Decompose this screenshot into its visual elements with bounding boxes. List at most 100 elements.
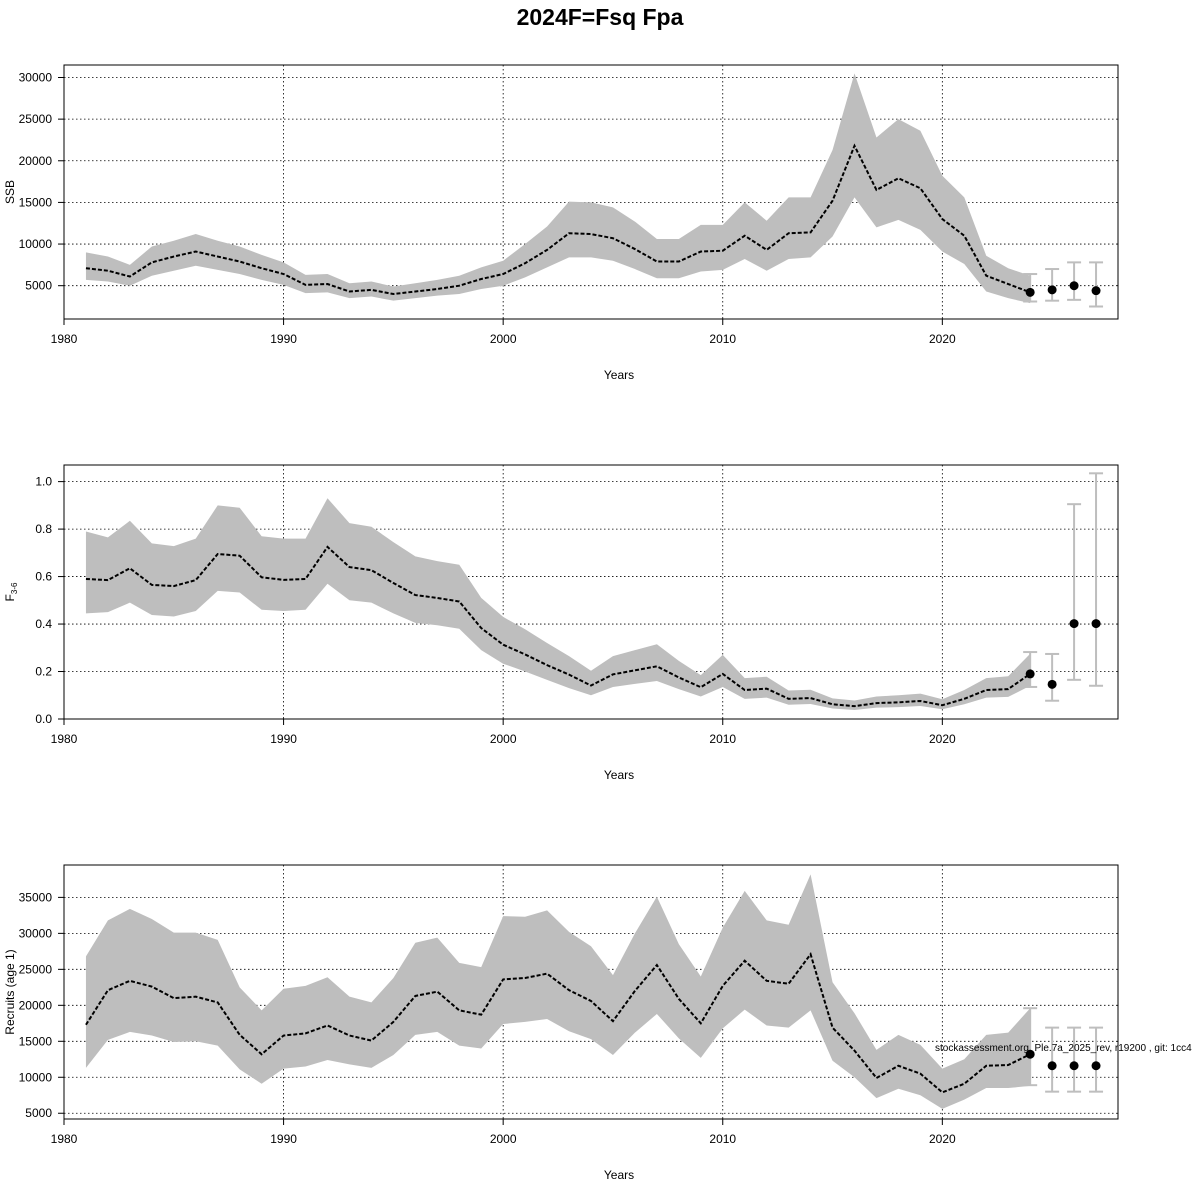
data-point [129, 567, 131, 569]
data-point [458, 1009, 460, 1011]
data-point [238, 1034, 240, 1036]
data-point [195, 250, 197, 252]
data-point [502, 273, 504, 275]
data-point [700, 1022, 702, 1024]
data-point [480, 278, 482, 280]
data-point [502, 978, 504, 980]
x-tick-label: 2000 [490, 732, 517, 746]
data-point [546, 249, 548, 251]
data-point [634, 990, 636, 992]
confidence-band [85, 73, 1031, 304]
estimate-line [85, 545, 1031, 708]
data-point [524, 977, 526, 979]
data-point [941, 1091, 943, 1093]
x-axis-label: Years [604, 368, 634, 382]
estimate-line [85, 952, 1031, 1094]
data-point [612, 1020, 614, 1022]
data-point [85, 578, 87, 580]
data-point [1007, 688, 1009, 690]
data-point [853, 705, 855, 707]
data-point [612, 237, 614, 239]
data-point [85, 1024, 87, 1026]
data-point [809, 697, 811, 699]
data-point [897, 177, 899, 179]
data-point [656, 665, 658, 667]
data-point [722, 250, 724, 252]
y-tick-label: 0.6 [35, 570, 52, 584]
data-point [129, 980, 131, 982]
data-point [656, 964, 658, 966]
confidence-band [85, 498, 1031, 710]
data-point [853, 145, 855, 147]
forecast-point [1025, 1049, 1035, 1059]
data-point [304, 1032, 306, 1034]
data-point [173, 585, 175, 587]
data-point [282, 273, 284, 275]
data-point [282, 1034, 284, 1036]
x-tick-label: 2020 [929, 332, 956, 346]
data-point [392, 293, 394, 295]
forecast-point [1025, 669, 1035, 679]
data-point [260, 576, 262, 578]
data-point [1007, 1064, 1009, 1066]
data-point [173, 255, 175, 257]
x-tick-label: 2010 [709, 332, 736, 346]
data-point [370, 289, 372, 291]
y-tick-label: 15000 [19, 1034, 53, 1048]
data-point [326, 1024, 328, 1026]
data-point [853, 1049, 855, 1051]
data-point [392, 1021, 394, 1023]
y-axis-label: F3-6 [3, 582, 19, 601]
data-point [985, 689, 987, 691]
forecast-point [1091, 1061, 1101, 1071]
data-point [765, 249, 767, 251]
data-point [436, 597, 438, 599]
data-point [568, 232, 570, 234]
x-tick-label: 2010 [709, 1132, 736, 1146]
plot-frame [63, 64, 1119, 320]
x-axis-label: Years [604, 768, 634, 782]
data-point [85, 267, 87, 269]
data-point [348, 566, 350, 568]
forecast-point [1069, 281, 1079, 291]
data-point [151, 985, 153, 987]
data-point [787, 698, 789, 700]
data-point [458, 600, 460, 602]
data-point [1007, 283, 1009, 285]
data-point [173, 997, 175, 999]
data-point [634, 669, 636, 671]
x-tick-label: 2020 [929, 1132, 956, 1146]
data-point [436, 990, 438, 992]
chart-panel-3: 1980 1990 2000 2010 2020 5000 10000 15000 20000 2… [3, 864, 1192, 1182]
data-point [195, 579, 197, 581]
data-point [722, 673, 724, 675]
data-point [217, 255, 219, 257]
y-tick-label: 10000 [19, 237, 53, 251]
data-point [129, 275, 131, 277]
data-point [787, 232, 789, 234]
data-point [151, 584, 153, 586]
y-tick-label: 0.2 [35, 665, 52, 679]
data-point [941, 218, 943, 220]
x-tick-label: 2000 [490, 1132, 517, 1146]
data-point [348, 1034, 350, 1036]
x-tick-label: 1990 [270, 732, 297, 746]
x-tick-label: 1990 [270, 1132, 297, 1146]
data-point [744, 235, 746, 237]
data-point [436, 288, 438, 290]
data-point [326, 283, 328, 285]
data-point [985, 1065, 987, 1067]
y-tick-label: 20000 [19, 154, 53, 168]
x-axis-label: Years [604, 1168, 634, 1182]
y-tick-label: 0.4 [35, 617, 52, 631]
data-point [700, 686, 702, 688]
data-point [458, 284, 460, 286]
data-point [568, 673, 570, 675]
data-point [107, 989, 109, 991]
data-point [260, 1053, 262, 1055]
data-point [744, 689, 746, 691]
data-point [656, 260, 658, 262]
data-point [678, 676, 680, 678]
data-point [634, 248, 636, 250]
data-point [897, 701, 899, 703]
